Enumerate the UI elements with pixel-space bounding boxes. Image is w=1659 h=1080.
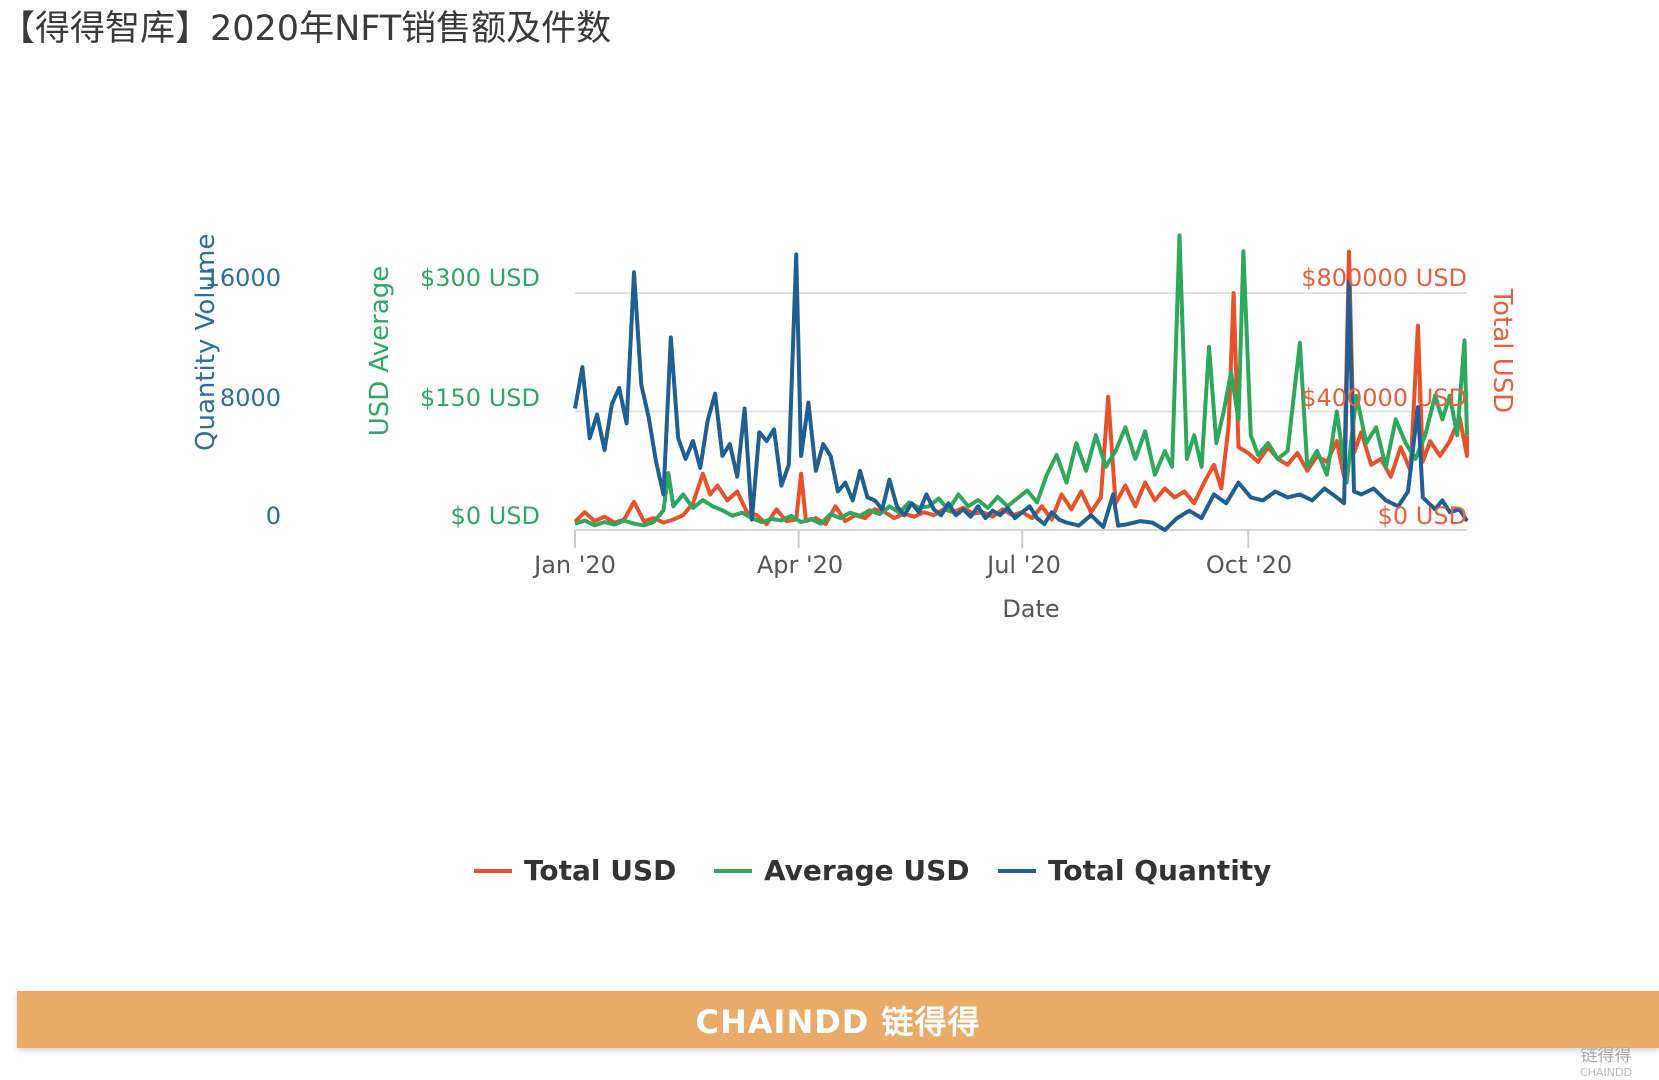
legend-total-quantity[interactable]: Total Quantity xyxy=(998,854,1271,887)
corner-logo: 链得得 CHAINDD xyxy=(1556,1041,1656,1079)
legend-label: Total USD xyxy=(524,854,677,887)
quantity-axis-title: Quantity Volume xyxy=(191,233,221,451)
legend-swatch-total-quantity xyxy=(998,868,1036,873)
brand-logo-text: CHAINDD 链得得 xyxy=(695,1002,981,1041)
x-tick-apr: Apr '20 xyxy=(756,551,844,579)
series-line-total-usd xyxy=(573,249,1469,527)
total-tick-800000: $800000 USD xyxy=(1301,264,1467,292)
quantity-tick-8000: 8000 xyxy=(219,384,281,412)
quantity-tick-16000: 16000 xyxy=(204,264,281,292)
corner-logo-sub: CHAINDD xyxy=(1580,1066,1632,1079)
legend-swatch-total-usd xyxy=(474,868,512,873)
x-tick-jul: Jul '20 xyxy=(987,551,1061,579)
legend-label: Average USD xyxy=(764,854,970,887)
quantity-tick-0: 0 xyxy=(265,502,281,530)
legend-swatch-average-usd xyxy=(714,868,752,873)
legend-label: Total Quantity xyxy=(1048,854,1272,887)
legend-total-usd[interactable]: Total USD xyxy=(474,854,676,887)
total-axis-title: Total USD xyxy=(1487,288,1517,414)
average-axis-title: USD Average xyxy=(365,265,395,437)
legend-average-usd[interactable]: Average USD xyxy=(714,854,970,887)
chart-plot xyxy=(573,233,1469,548)
average-tick-0: $0 USD xyxy=(450,502,540,530)
average-tick-300: $300 USD xyxy=(420,264,540,292)
average-tick-150: $150 USD xyxy=(420,384,540,412)
series-line-total-quantity xyxy=(573,252,1469,532)
x-tick-oct: Oct '20 xyxy=(1205,551,1293,579)
series-line-average-usd xyxy=(574,233,1469,528)
brand-banner: CHAINDD 链得得 xyxy=(17,991,1659,1048)
corner-logo-name: 链得得 xyxy=(1580,1046,1632,1066)
total-tick-400000: $400000 USD xyxy=(1301,384,1467,412)
x-tick-jan: Jan '20 xyxy=(534,551,616,579)
total-tick-0: $0 USD xyxy=(1377,502,1467,530)
page-title: 【得得智库】2020年NFT销售额及件数 xyxy=(0,9,612,49)
x-axis-title: Date xyxy=(1002,595,1060,623)
